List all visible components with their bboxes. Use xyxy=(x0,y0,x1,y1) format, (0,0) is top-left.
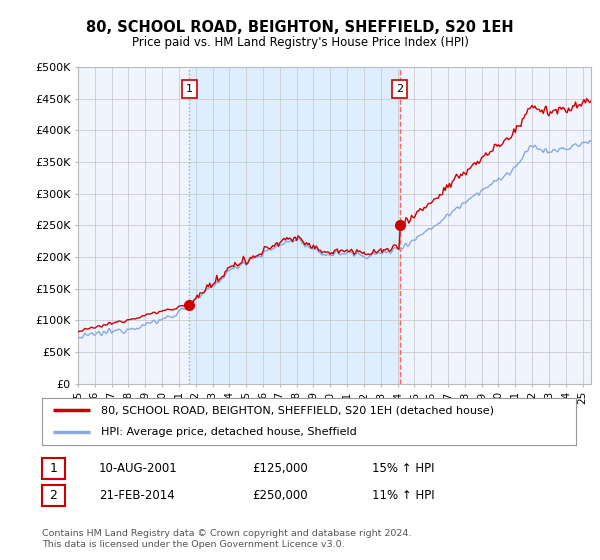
Text: 1: 1 xyxy=(49,462,58,475)
Text: 1: 1 xyxy=(186,85,193,94)
Text: Price paid vs. HM Land Registry's House Price Index (HPI): Price paid vs. HM Land Registry's House … xyxy=(131,36,469,49)
Text: HPI: Average price, detached house, Sheffield: HPI: Average price, detached house, Shef… xyxy=(101,427,356,437)
Text: 80, SCHOOL ROAD, BEIGHTON, SHEFFIELD, S20 1EH: 80, SCHOOL ROAD, BEIGHTON, SHEFFIELD, S2… xyxy=(86,20,514,35)
Text: 80, SCHOOL ROAD, BEIGHTON, SHEFFIELD, S20 1EH (detached house): 80, SCHOOL ROAD, BEIGHTON, SHEFFIELD, S2… xyxy=(101,405,494,416)
Text: £250,000: £250,000 xyxy=(252,489,308,502)
Text: 10-AUG-2001: 10-AUG-2001 xyxy=(99,462,178,475)
Bar xyxy=(190,67,400,384)
Text: 21-FEB-2014: 21-FEB-2014 xyxy=(99,489,175,502)
Text: 2: 2 xyxy=(396,85,403,94)
Text: 11% ↑ HPI: 11% ↑ HPI xyxy=(372,489,434,502)
Text: 2: 2 xyxy=(49,489,58,502)
Text: 15% ↑ HPI: 15% ↑ HPI xyxy=(372,462,434,475)
Text: £125,000: £125,000 xyxy=(252,462,308,475)
Text: Contains HM Land Registry data © Crown copyright and database right 2024.
This d: Contains HM Land Registry data © Crown c… xyxy=(42,529,412,549)
